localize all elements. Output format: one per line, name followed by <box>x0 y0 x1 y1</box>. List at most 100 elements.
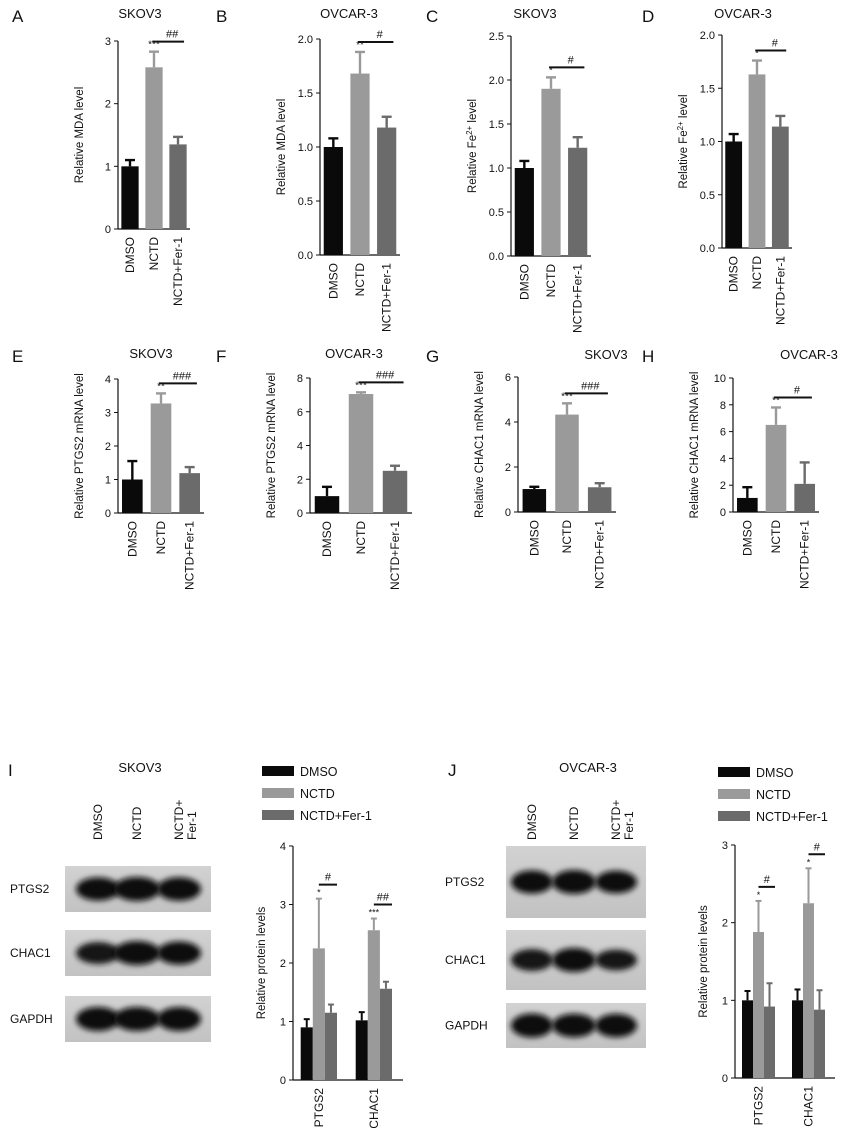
blot-band <box>511 1013 553 1038</box>
bar-nctd-fer-1 <box>771 126 789 248</box>
y-tick-label: 10 <box>714 373 726 385</box>
bar-nctd <box>753 931 764 1078</box>
chart-title: OVCAR-3 <box>780 347 838 362</box>
chart-panel-a: A SKOV3 0 1 2 3 Relative MDA level DMSO *** NCTD N… <box>12 6 190 306</box>
bar-dmso <box>792 1000 803 1078</box>
x-tick-label: NCTD+Fer-1 <box>593 520 607 589</box>
y-axis-label: Relative Fe2+ level <box>676 94 691 188</box>
chart-panel-b: B OVCAR-3 0.0 0.5 1.0 1.5 2.0 Relative MDA leve… <box>216 6 400 332</box>
panel-letter: E <box>12 347 23 366</box>
x-tick-label: CHAC1 <box>367 1088 381 1128</box>
y-tick-label: 2 <box>722 918 728 930</box>
blot-row-label: GAPDH <box>445 1019 488 1033</box>
y-tick-label: 1.0 <box>700 137 715 149</box>
bar-nctd <box>541 88 561 256</box>
y-axis-label: Relative MDA level <box>276 99 288 196</box>
chart-panel-e: E SKOV3 0 1 2 3 4 Relative PTGS2 mRNA level DMSO… <box>12 346 204 590</box>
x-tick-label: NCTD <box>750 256 764 290</box>
bar-dmso <box>323 147 343 255</box>
y-tick-label: 0 <box>105 224 111 236</box>
x-tick-label: NCTD+Fer-1 <box>798 520 812 589</box>
bar-nctd-fer-1 <box>587 487 612 512</box>
bracket-label: # <box>325 872 332 884</box>
blot-band <box>511 870 553 894</box>
chart-panel-d: D OVCAR-3 0.0 0.5 1.0 1.5 2.0 Relative Fe2+ lev… <box>642 6 792 325</box>
bar-dmso <box>522 489 547 512</box>
grouped-chart-i: DMSO NCTD NCTD+Fer-1 0 1 2 3 4 Relative protein … <box>256 765 403 1128</box>
bracket-label: ## <box>166 29 179 41</box>
y-tick-label: 8 <box>720 400 726 412</box>
x-tick-label: NCTD+Fer-1 <box>571 264 585 333</box>
x-tick-label: NCTD+Fer-1 <box>183 521 197 590</box>
x-tick-label: PTGS2 <box>312 1088 326 1128</box>
x-tick-label: NCTD <box>354 521 368 555</box>
bracket-label: ## <box>377 892 390 904</box>
bar-dmso <box>300 1027 313 1080</box>
y-tick-label: 6 <box>297 407 303 419</box>
bar-nctd-fer-1 <box>814 1009 825 1078</box>
y-tick-label: 0.5 <box>489 207 504 219</box>
lane-label: NCTD <box>130 806 144 840</box>
y-tick-label: 1.0 <box>298 142 313 154</box>
bracket-label: ### <box>376 369 395 381</box>
bar-nctd-fer-1 <box>794 483 815 512</box>
y-axis-label: Relative protein levels <box>256 907 268 1020</box>
western-blot-j: J OVCAR-3 DMSO NCTD NCTD+Fer-1 PTGS2 CHAC1 GAPD… <box>445 760 646 1048</box>
y-axis-label: Relative CHAC1 mRNA level <box>689 372 701 519</box>
bracket-label: # <box>568 54 575 66</box>
blot-band <box>552 948 596 972</box>
bar-dmso <box>742 1000 753 1078</box>
y-tick-label: 2.5 <box>489 31 504 43</box>
y-tick-label: 2.0 <box>700 30 715 42</box>
panel-letter: D <box>642 7 654 26</box>
blot-band <box>157 877 201 901</box>
blot-band <box>157 941 201 965</box>
legend-label: NCTD <box>300 787 335 801</box>
y-tick-label: 4 <box>280 841 286 853</box>
x-tick-label: NCTD+Fer-1 <box>380 263 394 332</box>
y-tick-label: 3 <box>280 900 286 912</box>
x-tick-label: DMSO <box>527 520 541 556</box>
significance-stars: * <box>549 65 553 76</box>
y-tick-label: 3 <box>722 840 728 852</box>
panel-letter: B <box>216 7 227 26</box>
blot-band <box>76 1007 120 1031</box>
y-tick-label: 1.5 <box>489 119 504 131</box>
blot-band <box>552 1013 596 1038</box>
panel-letter: I <box>8 761 13 780</box>
bar-nctd-fer-1 <box>179 473 200 513</box>
blot-band <box>552 870 596 894</box>
bar-nctd <box>348 394 374 513</box>
y-tick-label: 6 <box>720 427 726 439</box>
bar-dmso <box>355 1020 368 1080</box>
y-axis-label: Relative MDA level <box>74 87 86 184</box>
lane-label: NCTD <box>567 806 581 840</box>
y-axis-label: Relative PTGS2 mRNA level <box>74 373 86 519</box>
y-tick-label: 2 <box>105 99 111 111</box>
panel-letter: C <box>426 7 438 26</box>
bar-dmso <box>314 496 340 513</box>
y-tick-label: 1 <box>105 475 111 487</box>
panel-letter: G <box>426 347 439 366</box>
blot-band <box>76 877 120 901</box>
y-tick-label: 2 <box>505 462 511 474</box>
blot-band <box>595 870 637 894</box>
bar-nctd-fer-1 <box>764 1006 775 1078</box>
blot-band <box>113 941 161 965</box>
lane-label: NCTD+Fer-1 <box>172 800 199 840</box>
x-tick-label: NCTD+Fer-1 <box>773 256 787 325</box>
y-tick-label: 2 <box>297 474 303 486</box>
chart-title: OVCAR-3 <box>325 346 383 361</box>
bar-dmso <box>725 141 743 248</box>
y-tick-label: 0 <box>297 508 303 520</box>
grouped-chart-j: DMSO NCTD NCTD+Fer-1 0 1 2 3 Relative protein l… <box>698 766 835 1127</box>
y-tick-label: 6 <box>505 372 511 384</box>
x-tick-label: NCTD <box>544 264 558 298</box>
significance-stars: * <box>317 888 321 898</box>
bar-nctd <box>765 424 787 512</box>
lane-label: DMSO <box>91 804 105 840</box>
chart-title: SKOV3 <box>129 346 172 361</box>
blot-band <box>157 1007 201 1031</box>
